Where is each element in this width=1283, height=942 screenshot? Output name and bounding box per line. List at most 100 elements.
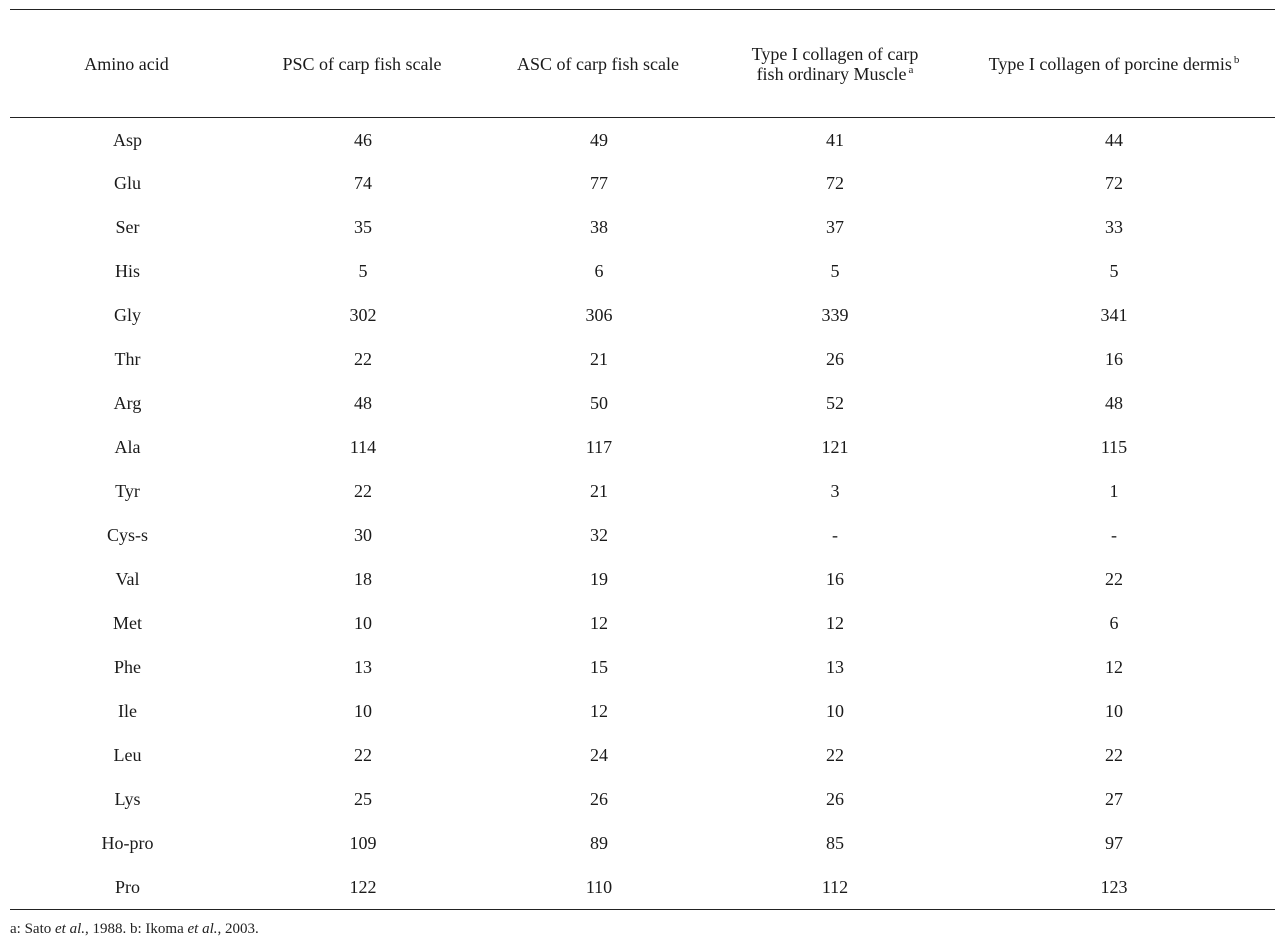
cell-dermis-value: 44 [1105, 130, 1123, 151]
cell-amino-acid: Ile [118, 701, 137, 721]
cell-psc-value: 109 [349, 833, 377, 853]
cell-dermis-value: 22 [1105, 745, 1123, 765]
cell-dermis-value: - [1111, 525, 1117, 545]
cell-asc-value: 26 [590, 789, 608, 809]
cell-asc-value: 110 [481, 865, 717, 910]
table-row: Met 10 12 12 6 [10, 602, 1275, 646]
cell-asc-value: 19 [590, 569, 608, 589]
table-row: Val 18 19 16 22 [10, 558, 1275, 602]
cell-amino-acid: Ho-pro [101, 833, 154, 853]
table-row: Glu 74 77 72 72 [10, 162, 1275, 206]
table-row: Phe 13 15 13 12 [10, 646, 1275, 690]
cell-psc-value: 35 [354, 217, 372, 237]
cell-amino-acid: Phe [114, 657, 141, 677]
cell-psc-value: 22 [354, 349, 372, 369]
cell-muscle-value: 121 [821, 437, 849, 457]
cell-dermis-value: 1 [1109, 481, 1119, 501]
header-amino-acid: Amino acid [10, 9, 245, 118]
cell-muscle-value: 10 [826, 701, 844, 721]
cell-asc-value: 24 [590, 745, 608, 765]
cell-psc-value: 22 [354, 481, 372, 501]
cell-dermis-value: 6 [1109, 613, 1119, 633]
cell-amino-acid: Met [113, 613, 142, 633]
amino-acid-composition-table: Amino acid PSC of carp fish scale ASC of… [10, 9, 1275, 910]
cell-amino-acid: Arg [113, 393, 142, 413]
cell-muscle-value: 52 [826, 393, 844, 413]
cell-psc-value: 48 [354, 393, 372, 413]
cell-dermis-value: 5 [1109, 261, 1119, 281]
cell-muscle-value: 339 [821, 305, 849, 325]
cell-muscle-value: 5 [830, 261, 840, 281]
cell-dermis-value: 33 [1105, 217, 1123, 237]
cell-asc-value: 38 [590, 217, 608, 237]
cell-dermis-value: 27 [1105, 789, 1123, 809]
cell-asc-value: 49 [590, 130, 608, 151]
cell-amino-acid: Val [115, 569, 140, 589]
cell-asc-value: 77 [590, 173, 608, 193]
cell-dermis-value: 48 [1105, 393, 1123, 413]
cell-amino-acid: His [114, 261, 140, 281]
table-row: Ile 10 12 10 10 [10, 690, 1275, 734]
header-asc-carp-scale: ASC of carp fish scale [481, 9, 717, 118]
table-row: Thr 22 21 26 16 [10, 338, 1275, 382]
cell-psc-value: 46 [354, 130, 372, 151]
cell-psc-value: 5 [358, 261, 368, 281]
cell-asc-value: 6 [594, 261, 604, 281]
header-porcine-dermis-collagen: Type I collagen of porcine dermis b [953, 9, 1275, 118]
cell-muscle-value: 41 [826, 130, 844, 151]
table-row: Cys-s 30 32 - - [10, 514, 1275, 558]
cell-dermis-value: 22 [1105, 569, 1123, 589]
table-row: Lys 25 26 26 27 [10, 778, 1275, 822]
table-body: Asp 46 49 41 44 Glu 74 77 72 72 Ser 35 38 37 33 His 5 6 5 5… [10, 118, 1275, 910]
cell-asc-value: 21 [590, 349, 608, 369]
cell-psc-value: 114 [349, 437, 377, 457]
cell-asc-value: 21 [590, 481, 608, 501]
table-row: Tyr 22 21 3 1 [10, 470, 1275, 514]
cell-dermis-value: 16 [1105, 349, 1123, 369]
cell-muscle-value: 112 [717, 865, 953, 910]
cell-psc-value: 18 [354, 569, 372, 589]
cell-dermis-value: 341 [1100, 305, 1128, 325]
cell-amino-acid: Glu [114, 173, 141, 193]
cell-muscle-value: 72 [826, 173, 844, 193]
cell-dermis-value: 115 [1100, 437, 1128, 457]
cell-psc-value: 22 [354, 745, 372, 765]
cell-amino-acid: Ala [114, 437, 141, 457]
cell-asc-value: 117 [585, 437, 613, 457]
cell-dermis-value: 10 [1105, 701, 1123, 721]
cell-psc-value: 10 [354, 701, 372, 721]
cell-psc-value: 74 [354, 173, 372, 193]
cell-amino-acid: Asp [112, 130, 142, 151]
cell-muscle-value: 13 [826, 657, 844, 677]
cell-muscle-value: 37 [826, 217, 844, 237]
cell-asc-value: 306 [585, 305, 613, 325]
cell-amino-acid: Pro [10, 865, 245, 910]
cell-muscle-value: 22 [826, 745, 844, 765]
cell-amino-acid: Thr [114, 349, 141, 369]
table-row: His 5 6 5 5 [10, 250, 1275, 294]
header-carp-muscle-collagen: Type I collagen of carp fish ordinary Mu… [717, 9, 953, 118]
cell-psc-value: 30 [354, 525, 372, 545]
cell-asc-value: 50 [590, 393, 608, 413]
cell-dermis-value: 12 [1105, 657, 1123, 677]
cell-asc-value: 89 [590, 833, 608, 853]
cell-asc-value: 12 [590, 613, 608, 633]
amino-acid-table-container: Amino acid PSC of carp fish scale ASC of… [10, 9, 1275, 910]
table-row: Ala 114 117 121 115 [10, 426, 1275, 470]
table-row: Pro 122 110 112 123 [10, 865, 1275, 910]
cell-amino-acid: Ser [115, 217, 140, 237]
cell-amino-acid: Lys [114, 789, 141, 809]
cell-amino-acid: Tyr [115, 481, 140, 501]
cell-dermis-value: 72 [1105, 173, 1123, 193]
cell-amino-acid: Cys-s [106, 525, 148, 545]
table-header: Amino acid PSC of carp fish scale ASC of… [10, 9, 1275, 118]
cell-asc-value: 15 [590, 657, 608, 677]
cell-muscle-value: 85 [826, 833, 844, 853]
cell-psc-value: 122 [245, 865, 481, 910]
cell-dermis-value: 123 [953, 865, 1275, 910]
cell-muscle-value: 12 [826, 613, 844, 633]
table-row: Asp 46 49 41 44 [10, 118, 1275, 162]
cell-psc-value: 10 [354, 613, 372, 633]
cell-psc-value: 302 [349, 305, 377, 325]
cell-muscle-value: 26 [826, 789, 844, 809]
